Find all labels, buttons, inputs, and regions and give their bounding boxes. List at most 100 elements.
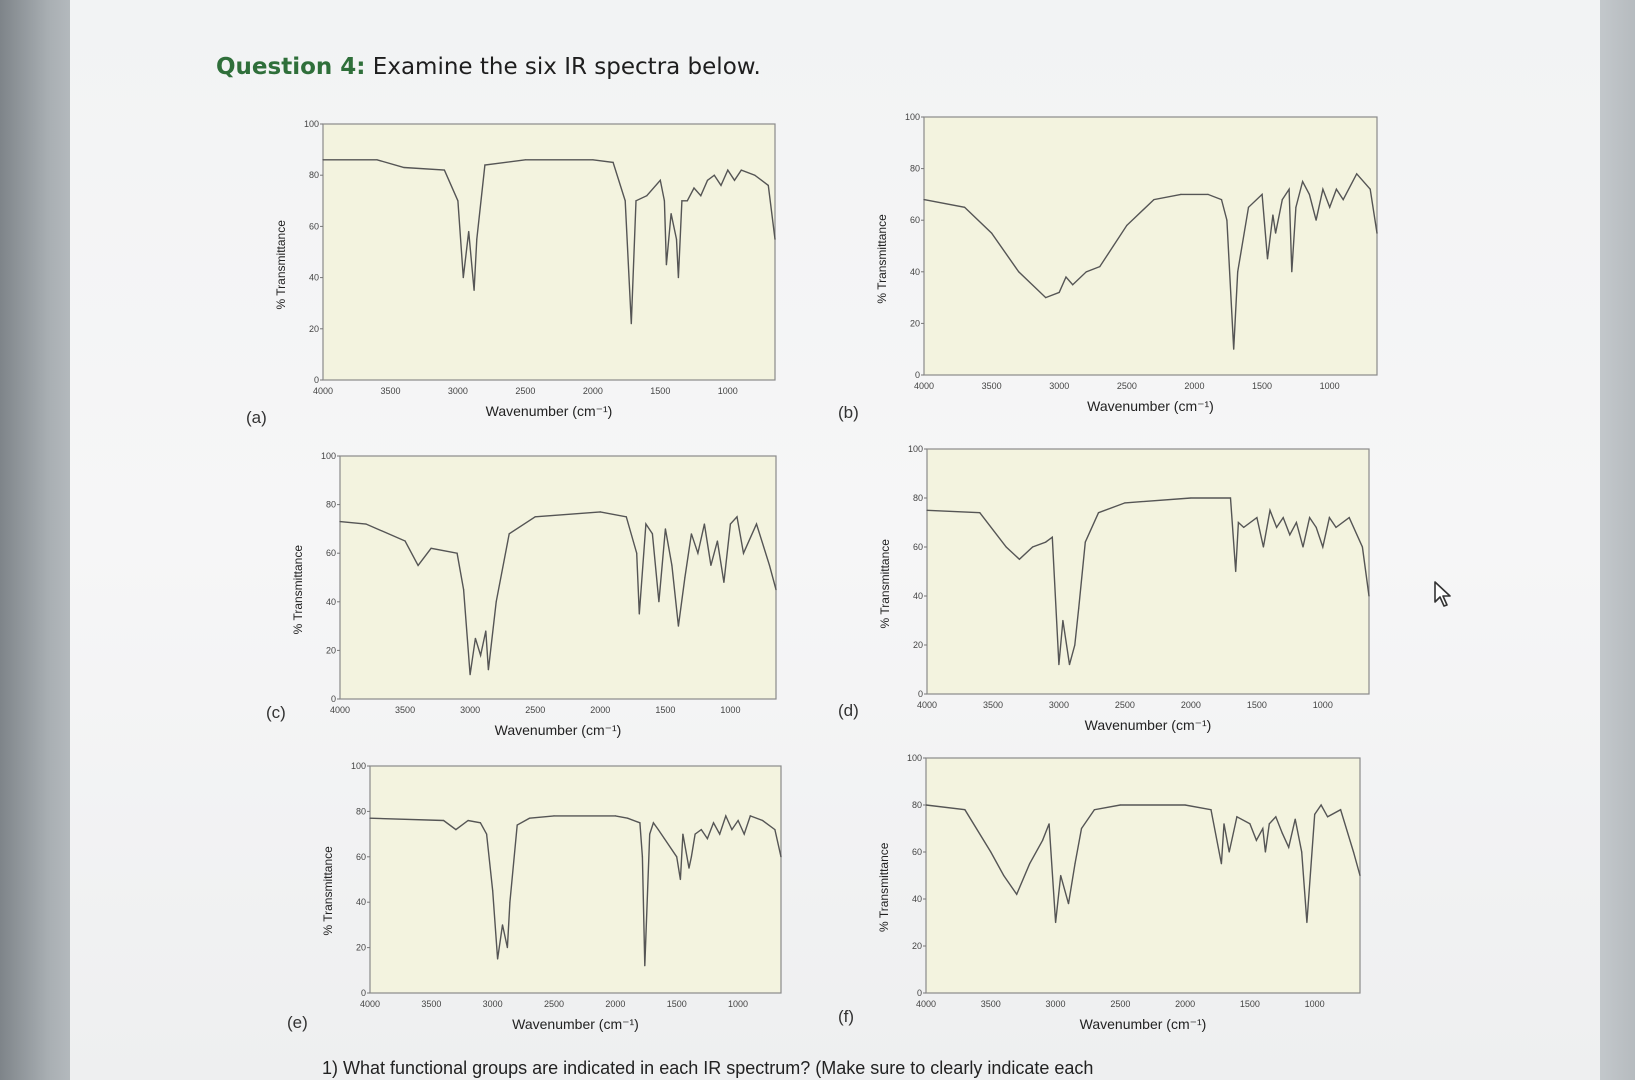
data-point — [1235, 570, 1237, 573]
y-tick-label: 100 — [321, 451, 336, 461]
data-point — [1220, 863, 1222, 865]
data-point — [1180, 193, 1182, 195]
data-point — [1322, 188, 1324, 190]
x-tick-label: 2500 — [1117, 381, 1137, 391]
y-tick-label: 0 — [915, 370, 920, 380]
spectrum-trace — [323, 159, 776, 324]
data-point — [729, 523, 732, 525]
data-point — [1236, 816, 1238, 818]
data-point — [1210, 809, 1212, 811]
y-tick-label: 60 — [912, 847, 922, 857]
y-tick-label: 100 — [908, 444, 923, 454]
sub-question-text: 1) What functional groups are indicated … — [322, 1058, 1094, 1078]
x-tick-label: 2500 — [544, 999, 564, 1009]
data-point — [1207, 193, 1209, 195]
data-point — [376, 159, 378, 161]
x-tick-label: 2000 — [1184, 381, 1204, 391]
data-point — [463, 589, 465, 591]
data-point — [733, 179, 736, 181]
plot-area — [926, 448, 1370, 695]
data-point — [1291, 271, 1293, 273]
y-tick-label: 20 — [356, 943, 366, 953]
data-point — [1264, 851, 1266, 853]
data-point — [651, 533, 654, 535]
data-point — [625, 516, 627, 518]
data-point — [700, 195, 702, 197]
x-axis-label: Wavenumber (cm⁻¹) — [1087, 398, 1214, 414]
data-point — [657, 829, 659, 831]
data-point — [1262, 546, 1264, 548]
question-text: Examine the six IR spectra below. — [372, 54, 761, 80]
data-point — [1301, 851, 1303, 853]
data-point — [731, 829, 733, 831]
y-tick-label: 40 — [910, 267, 920, 277]
x-tick-label: 1500 — [1252, 381, 1272, 391]
data-point — [1356, 173, 1358, 175]
data-point — [468, 230, 470, 233]
y-tick-label: 0 — [361, 988, 366, 998]
data-point — [430, 547, 432, 549]
data-point — [1190, 497, 1192, 499]
data-point — [1281, 832, 1283, 834]
data-point — [649, 833, 651, 835]
data-point — [614, 815, 617, 817]
data-point — [737, 819, 739, 822]
data-point — [1018, 558, 1021, 560]
data-point — [534, 516, 536, 518]
data-point — [652, 822, 655, 824]
data-point — [743, 833, 745, 835]
data-point — [679, 878, 682, 881]
data-point — [706, 179, 709, 181]
data-point — [670, 213, 672, 215]
data-point — [684, 576, 686, 579]
data-point — [964, 206, 966, 208]
data-point — [639, 822, 641, 824]
data-point — [508, 533, 510, 535]
data-point — [486, 833, 488, 835]
data-point — [403, 166, 405, 169]
data-point — [509, 901, 511, 903]
data-point — [723, 581, 725, 584]
y-tick-label: 100 — [905, 112, 920, 122]
data-point — [476, 238, 478, 240]
y-tick-label: 0 — [331, 694, 336, 704]
data-point — [671, 564, 673, 567]
data-point — [681, 200, 683, 202]
data-point — [369, 817, 371, 819]
x-axis-label: Wavenumber (cm⁻¹) — [1085, 717, 1212, 733]
data-point — [1288, 188, 1290, 190]
y-tick-label: 100 — [907, 753, 922, 763]
data-point — [1359, 874, 1361, 877]
data-point — [1233, 348, 1235, 350]
data-point — [979, 512, 981, 514]
data-point — [1289, 534, 1291, 536]
y-tick-label: 20 — [913, 640, 923, 650]
data-point — [1220, 199, 1223, 201]
x-tick-label: 2500 — [1115, 700, 1135, 710]
data-point — [479, 822, 481, 824]
y-tick-label: 60 — [910, 215, 920, 225]
y-tick-label: 20 — [912, 941, 922, 951]
data-point — [1084, 541, 1086, 543]
plot-area — [369, 765, 782, 994]
data-point — [1229, 497, 1232, 499]
y-tick-label: 80 — [309, 170, 319, 180]
data-point — [1184, 804, 1186, 806]
data-point — [665, 264, 668, 266]
x-tick-label: 3000 — [1046, 999, 1066, 1009]
data-point — [1228, 851, 1230, 853]
x-tick-label: 3000 — [1049, 700, 1069, 710]
data-point — [1112, 245, 1114, 247]
question-number: Question 4: — [216, 54, 366, 80]
x-tick-label: 4000 — [917, 700, 937, 710]
data-point — [1315, 526, 1317, 529]
y-tick-label: 60 — [326, 548, 336, 558]
data-point — [1099, 266, 1101, 268]
y-tick-label: 60 — [356, 852, 366, 862]
x-tick-label: 1000 — [718, 386, 738, 396]
data-point — [1048, 823, 1050, 825]
data-point — [780, 856, 782, 858]
spectrum-trace — [339, 511, 777, 675]
data-point — [991, 232, 993, 234]
